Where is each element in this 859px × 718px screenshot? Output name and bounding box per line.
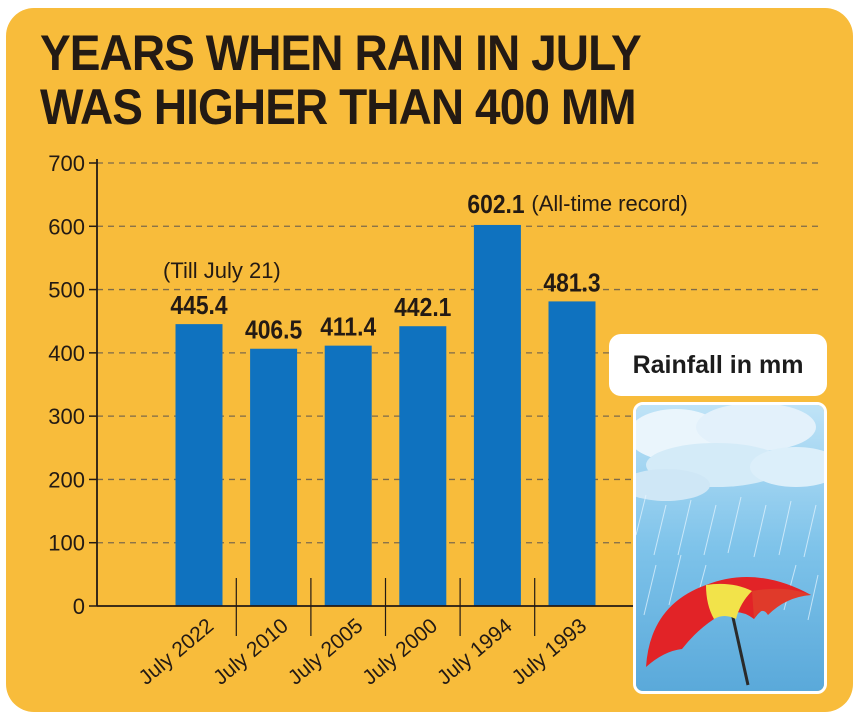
legend-box: Rainfall in mm (609, 334, 827, 396)
bar-july-2010 (250, 348, 298, 606)
data-label: 445.4 (170, 292, 228, 321)
x-tick-label: July 2005 (284, 614, 368, 689)
chart-title-line-2: WAS HIGHER THAN 400 MM (40, 79, 637, 135)
annotation-label: (All-time record) (531, 191, 687, 216)
y-tick-label: 100 (48, 531, 85, 556)
data-label: 411.4 (320, 313, 376, 342)
bar-july-2005 (324, 345, 372, 606)
x-tick-label: July 2000 (358, 614, 442, 689)
legend-label: Rainfall in mm (632, 350, 804, 379)
y-tick-label: 700 (48, 151, 85, 176)
bar-july-2000 (399, 326, 447, 606)
y-axis: 0 100 200 300 400 500 600 700 (48, 151, 98, 619)
chart-title: YEARS WHEN RAIN IN JULY WAS HIGHER THAN … (40, 25, 642, 135)
x-tick-label: July 2010 (209, 614, 293, 689)
data-label: 442.1 (394, 294, 451, 323)
y-tick-label: 200 (48, 467, 85, 492)
bar-july-2022 (175, 324, 223, 606)
x-tick-label: July 1994 (433, 614, 517, 690)
bar-july-1994 (473, 224, 521, 606)
y-tick-label: 500 (48, 278, 85, 303)
y-tick-label: 600 (48, 214, 85, 239)
y-tick-label: 400 (48, 341, 85, 366)
data-label: 481.3 (543, 269, 600, 298)
umbrella-icon (636, 405, 824, 691)
chart-title-line-1: YEARS WHEN RAIN IN JULY (40, 25, 642, 81)
bars: 445.4 (Till July 21) 406.5 411.4 442.1 602.1 (… (163, 191, 688, 606)
annotation-label: (Till July 21) (163, 258, 281, 283)
y-tick-label: 300 (48, 404, 85, 429)
x-tick-label: July 1993 (508, 614, 592, 689)
y-tick-label: 0 (73, 594, 85, 619)
bar-july-1993 (548, 301, 596, 606)
rain-umbrella-illustration (633, 402, 827, 694)
x-tick-label: July 2022 (135, 614, 219, 689)
data-label: 602.1 (467, 191, 524, 220)
data-label: 406.5 (245, 316, 302, 345)
